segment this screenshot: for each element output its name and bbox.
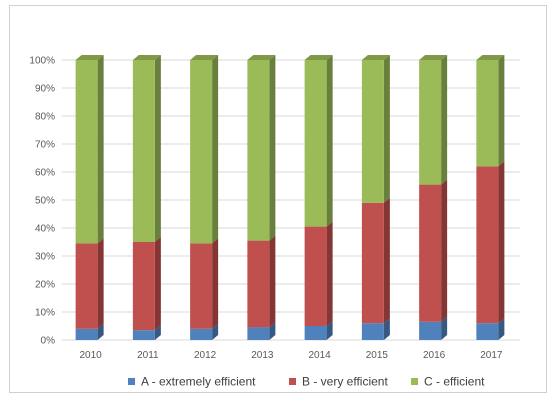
bar-segment-A - extremely efficient [75, 328, 98, 340]
bar-stack-2013 [247, 55, 276, 340]
bar-top-C - efficient [75, 55, 104, 60]
x-axis-ticks: 2010 2011 2012 2013 2014 2015 2016 2017 [80, 350, 503, 361]
bar-side-C - efficient [498, 55, 505, 167]
y-tick-label: 100% [29, 56, 55, 67]
legend-item: A - extremely efficient [128, 375, 256, 389]
bar-side-A - extremely efficient [154, 325, 161, 340]
legend-swatch [128, 378, 135, 385]
x-tick-label: 2013 [251, 350, 274, 361]
y-tick-label: 80% [35, 112, 55, 123]
x-tick-label: 2016 [423, 350, 446, 361]
bar-side-A - extremely efficient [326, 321, 333, 340]
bar-segment-B - very efficient [190, 243, 213, 329]
bar-side-A - extremely efficient [441, 316, 448, 340]
bar-side-A - extremely efficient [97, 323, 104, 340]
bar-side-A - extremely efficient [498, 318, 505, 340]
y-tick-label: 20% [35, 280, 55, 291]
bar-segment-B - very efficient [419, 184, 442, 322]
bar-top-C - efficient [190, 55, 219, 60]
x-tick-label: 2015 [366, 350, 389, 361]
bar-segment-B - very efficient [304, 226, 327, 326]
legend-label: A - extremely efficient [141, 375, 256, 389]
gridlines [62, 59, 520, 341]
legend: A - extremely efficient B - very efficien… [128, 375, 485, 389]
bar-stack-2014 [304, 55, 333, 340]
bar-top-C - efficient [361, 55, 390, 60]
bar-side-B - very efficient [212, 238, 219, 329]
bar-side-B - very efficient [498, 161, 505, 324]
bar-segment-A - extremely efficient [190, 328, 213, 340]
bar-side-C - efficient [269, 55, 276, 241]
bar-stack-2010 [75, 55, 104, 340]
bar-segment-A - extremely efficient [247, 327, 270, 340]
x-tick-label: 2012 [194, 350, 217, 361]
bar-side-C - efficient [97, 55, 104, 244]
bar-side-B - very efficient [97, 238, 104, 329]
bar-segment-B - very efficient [247, 240, 270, 328]
bar-side-B - very efficient [269, 235, 276, 328]
bar-side-C - efficient [383, 55, 390, 203]
x-tick-label: 2011 [137, 350, 159, 361]
bar-stack-2011 [132, 55, 161, 340]
bar-segment-B - very efficient [476, 166, 499, 324]
bar-stack-2017 [476, 55, 505, 340]
bar-stack-2016 [419, 55, 448, 340]
legend-label: C - efficient [424, 375, 485, 389]
bar-top-C - efficient [247, 55, 276, 60]
y-tick-label: 30% [35, 252, 55, 263]
bar-side-C - efficient [212, 55, 219, 244]
x-tick-label: 2017 [480, 350, 503, 361]
bar-top-C - efficient [304, 55, 333, 60]
bar-segment-A - extremely efficient [361, 323, 384, 340]
bar-side-C - efficient [326, 55, 333, 227]
bar-top-C - efficient [419, 55, 448, 60]
y-tick-label: 90% [35, 84, 55, 95]
bars [75, 55, 505, 340]
x-tick-label: 2014 [309, 350, 332, 361]
bar-top-C - efficient [476, 55, 505, 60]
bar-side-A - extremely efficient [212, 323, 219, 340]
bar-side-B - very efficient [326, 221, 333, 326]
y-tick-label: 40% [35, 224, 55, 235]
legend-swatch [289, 378, 296, 385]
legend-item: B - very efficient [289, 375, 388, 389]
bar-side-A - extremely efficient [383, 318, 390, 340]
bar-side-A - extremely efficient [269, 322, 276, 340]
legend-item: C - efficient [411, 375, 485, 389]
bar-side-C - efficient [154, 55, 161, 242]
y-tick-label: 0% [41, 336, 56, 347]
bar-side-C - efficient [441, 55, 448, 185]
bar-segment-C - efficient [419, 60, 442, 185]
bar-segment-B - very efficient [361, 202, 384, 324]
bar-segment-C - efficient [132, 60, 155, 242]
bar-segment-B - very efficient [75, 243, 98, 329]
legend-swatch [411, 378, 418, 385]
bar-segment-A - extremely efficient [476, 323, 499, 340]
bar-stack-2015 [361, 55, 390, 340]
bar-segment-C - efficient [75, 60, 98, 244]
y-tick-label: 50% [35, 196, 55, 207]
bar-segment-B - very efficient [132, 242, 155, 331]
legend-label: B - very efficient [302, 375, 388, 389]
x-tick-label: 2010 [80, 350, 103, 361]
y-tick-label: 70% [35, 140, 55, 151]
bar-segment-C - efficient [190, 60, 213, 244]
bar-side-B - very efficient [441, 179, 448, 322]
bar-segment-C - efficient [247, 60, 270, 241]
bar-segment-C - efficient [476, 60, 499, 167]
bar-segment-A - extremely efficient [419, 321, 442, 340]
bar-side-B - very efficient [383, 197, 390, 324]
y-tick-label: 60% [35, 168, 55, 179]
bar-stack-2012 [190, 55, 219, 340]
bar-side-B - very efficient [154, 237, 161, 331]
y-axis-ticks: 0% 10% 20% 30% 40% 50% 60% 70% 80% 90% 100% [29, 56, 55, 347]
bar-segment-A - extremely efficient [304, 326, 327, 340]
y-tick-label: 10% [35, 308, 55, 319]
bar-segment-C - efficient [304, 60, 327, 227]
bar-segment-A - extremely efficient [132, 330, 155, 340]
bar-top-C - efficient [132, 55, 161, 60]
bar-segment-C - efficient [361, 60, 384, 203]
